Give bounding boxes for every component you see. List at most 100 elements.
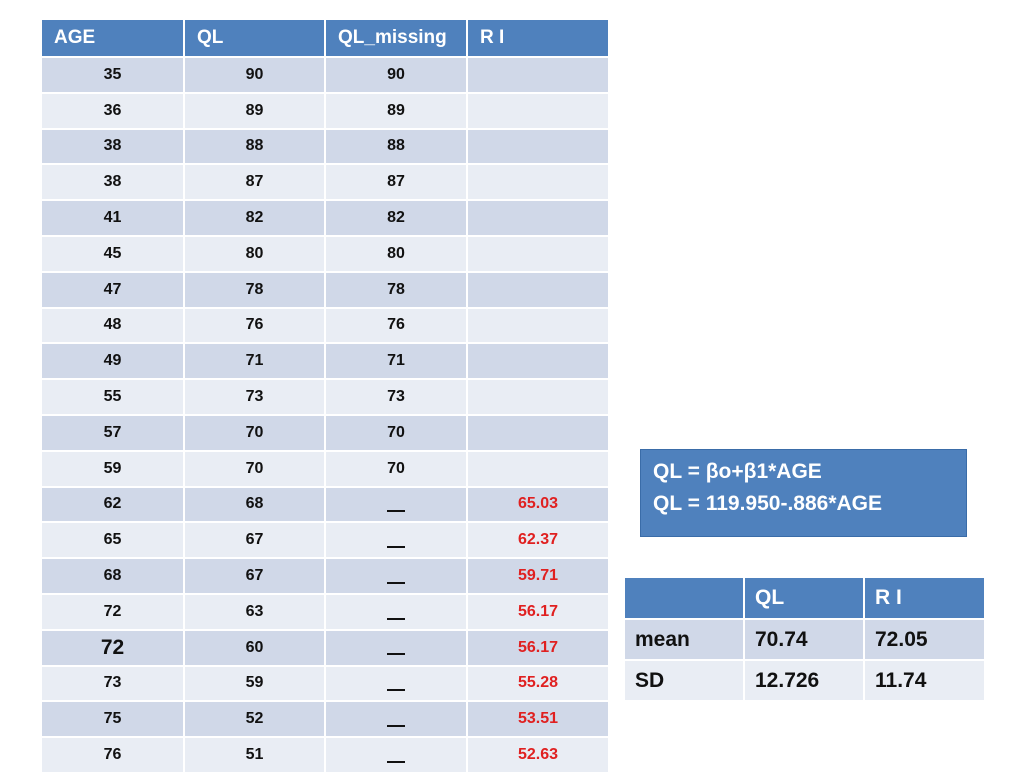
age-cell: 72 xyxy=(40,628,185,667)
ql-cell: 82 xyxy=(183,199,326,237)
age-cell: 48 xyxy=(40,306,185,345)
stats-header-blank xyxy=(623,576,745,620)
ql-cell: 67 xyxy=(183,521,326,560)
table-row: 48 76 76 xyxy=(40,306,610,345)
table-row: 47 78 78 xyxy=(40,270,610,309)
age-cell: 49 xyxy=(40,342,185,381)
ql-missing-cell xyxy=(324,557,468,595)
missing-value-mark xyxy=(387,653,405,656)
equation-line-fitted: QL = 119.950-.886*AGE xyxy=(653,492,883,515)
table-row: 65 67 62.37 xyxy=(40,521,610,560)
table-row: 73 59 55.28 xyxy=(40,664,610,703)
ri-cell xyxy=(466,163,610,202)
ri-cell: 56.17 xyxy=(466,628,610,667)
ql-missing-cell xyxy=(324,628,468,667)
age-cell: 75 xyxy=(40,700,185,739)
missing-value-mark xyxy=(387,546,405,549)
ri-cell xyxy=(466,234,610,273)
ri-cell xyxy=(466,342,610,381)
ql-cell: 87 xyxy=(183,163,326,202)
header-ri: R I xyxy=(466,18,610,58)
ri-cell xyxy=(466,378,610,416)
ql-missing-cell xyxy=(324,664,468,703)
stats-header-ql: QL xyxy=(743,576,865,620)
ri-cell: 62.37 xyxy=(466,521,610,560)
age-cell: 73 xyxy=(40,664,185,703)
ql-cell: 73 xyxy=(183,378,326,416)
missing-value-mark xyxy=(387,760,405,763)
missing-value-mark xyxy=(387,689,405,692)
ql-cell: 76 xyxy=(183,306,326,345)
ri-cell xyxy=(466,413,610,452)
ql-cell: 63 xyxy=(183,592,326,631)
header-ql-missing: QL_missing xyxy=(324,18,468,58)
ri-cell xyxy=(466,199,610,237)
header-age: AGE xyxy=(40,18,185,58)
ql-missing-cell: 71 xyxy=(324,342,468,381)
age-cell: 38 xyxy=(40,163,185,202)
age-cell: 65 xyxy=(40,521,185,560)
stats-label: mean xyxy=(623,618,745,661)
ql-missing-cell: 90 xyxy=(324,56,468,94)
table-row: 72 60 56.17 xyxy=(40,628,610,667)
ql-cell: 88 xyxy=(183,127,326,166)
ri-cell: 56.17 xyxy=(466,592,610,631)
age-cell: 36 xyxy=(40,91,185,130)
age-cell: 35 xyxy=(40,56,185,94)
table-row: 38 87 87 xyxy=(40,163,610,202)
ql-missing-cell xyxy=(324,521,468,560)
ql-cell: 52 xyxy=(183,700,326,739)
data-table-body: 35 90 90 36 89 89 38 88 88 38 87 87 41 82 82 45 80 80 47 78… xyxy=(40,56,610,774)
age-cell: 38 xyxy=(40,127,185,166)
table-row: 35 90 90 xyxy=(40,56,610,94)
ql-missing-cell xyxy=(324,592,468,631)
table-row: 45 80 80 xyxy=(40,234,610,273)
table-row: 57 70 70 xyxy=(40,413,610,452)
ql-cell: 80 xyxy=(183,234,326,273)
ri-cell xyxy=(466,56,610,94)
table-row: 41 82 82 xyxy=(40,199,610,237)
age-cell: 68 xyxy=(40,557,185,595)
ql-cell: 67 xyxy=(183,557,326,595)
ql-cell: 70 xyxy=(183,413,326,452)
table-row: 59 70 70 xyxy=(40,449,610,488)
ql-missing-cell: 82 xyxy=(324,199,468,237)
regression-equation-box: QL = βo+β1*AGE QL = 119.950-.886*AGE xyxy=(640,449,967,537)
age-cell: 45 xyxy=(40,234,185,273)
age-cell: 47 xyxy=(40,270,185,309)
ri-cell: 59.71 xyxy=(466,557,610,595)
ql-missing-cell: 88 xyxy=(324,127,468,166)
ql-missing-cell: 78 xyxy=(324,270,468,309)
ql-cell: 78 xyxy=(183,270,326,309)
ql-missing-cell: 89 xyxy=(324,91,468,130)
ql-missing-cell xyxy=(324,700,468,739)
ql-cell: 90 xyxy=(183,56,326,94)
ri-cell xyxy=(466,91,610,130)
age-cell: 41 xyxy=(40,199,185,237)
ql-cell: 59 xyxy=(183,664,326,703)
ql-cell: 71 xyxy=(183,342,326,381)
age-cell: 55 xyxy=(40,378,185,416)
missing-value-mark xyxy=(387,510,405,513)
ri-cell xyxy=(466,306,610,345)
stats-header-ri: R I xyxy=(863,576,986,620)
ql-cell: 68 xyxy=(183,485,326,524)
missing-value-mark xyxy=(387,725,405,727)
equation-line-general: QL = βo+β1*AGE xyxy=(653,460,822,483)
stats-ql-value: 12.726 xyxy=(743,659,865,702)
table-row: 55 73 73 xyxy=(40,378,610,416)
table-row: 75 52 53.51 xyxy=(40,700,610,739)
summary-stats-table: QL R I mean 70.74 72.05 SD 12.726 11.74 xyxy=(623,576,986,702)
stats-row-mean: mean 70.74 72.05 xyxy=(623,618,986,661)
age-cell: 59 xyxy=(40,449,185,488)
ql-missing-cell: 76 xyxy=(324,306,468,345)
table-row: 38 88 88 xyxy=(40,127,610,166)
missing-value-mark xyxy=(387,581,405,584)
ql-cell: 60 xyxy=(183,628,326,667)
ri-cell: 53.51 xyxy=(466,700,610,739)
ql-missing-cell: 80 xyxy=(324,234,468,273)
stats-ql-value: 70.74 xyxy=(743,618,865,661)
stats-header-row: QL R I xyxy=(623,576,986,620)
data-table-header-row: AGE QL QL_missing R I xyxy=(40,18,610,58)
ri-cell: 65.03 xyxy=(466,485,610,524)
